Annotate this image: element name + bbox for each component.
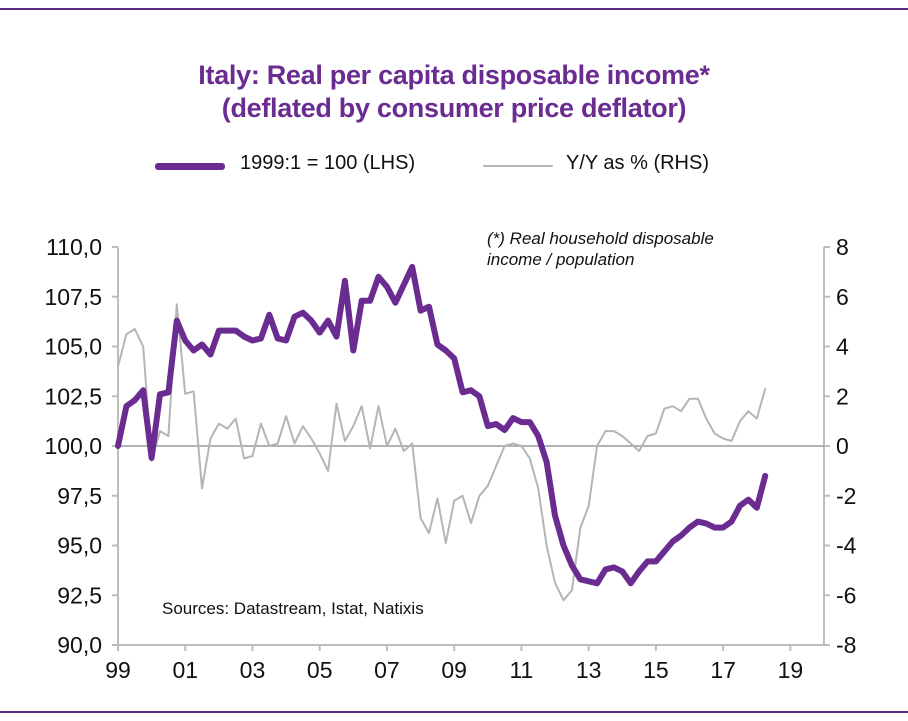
right-tick-label: -6 <box>836 582 856 608</box>
right-tick-label: -8 <box>836 632 856 658</box>
top-rule <box>0 8 908 10</box>
legend: 1999:1 = 100 (LHS) Y/Y as % (RHS) <box>0 150 908 180</box>
left-tick-label: 102,5 <box>44 383 102 409</box>
right-tick-label: -2 <box>836 483 856 509</box>
footnote-line-1: (*) Real household disposable <box>487 229 714 248</box>
chart-footnote: (*) Real household disposable income / p… <box>487 228 714 270</box>
x-tick-label: 19 <box>778 657 804 683</box>
x-tick-label: 17 <box>710 657 736 683</box>
footnote-line-2: income / population <box>487 250 635 269</box>
source-note: Sources: Datastream, Istat, Natixis <box>162 599 424 618</box>
x-tick-label: 99 <box>105 657 131 683</box>
x-tick-label: 09 <box>441 657 467 683</box>
x-tick-label: 01 <box>172 657 198 683</box>
legend-swatch-index <box>155 163 225 170</box>
x-tick-label: 07 <box>374 657 400 683</box>
series-line-index <box>115 263 769 587</box>
legend-label-index: 1999:1 = 100 (LHS) <box>240 152 416 174</box>
right-tick-label: 8 <box>836 234 849 260</box>
left-tick-label: 95,0 <box>57 533 102 559</box>
right-tick-label: 2 <box>836 383 849 409</box>
x-tick-label: 11 <box>509 657 533 683</box>
left-tick-label: 97,5 <box>57 483 102 509</box>
legend-swatch-yoy <box>483 165 553 167</box>
right-tick-label: 4 <box>836 334 849 360</box>
right-tick-label: -4 <box>836 533 857 559</box>
series-line-yoy <box>117 303 767 602</box>
right-tick-label: 6 <box>836 284 849 310</box>
left-tick-label: 100,0 <box>44 433 102 459</box>
chart-subtitle: (deflated by consumer price deflator) <box>221 93 687 123</box>
chart-title: Italy: Real per capita disposable income… <box>198 60 710 90</box>
legend-label-yoy: Y/Y as % (RHS) <box>566 152 709 174</box>
left-tick-label: 107,5 <box>44 284 102 310</box>
right-tick-label: 0 <box>836 433 849 459</box>
left-tick-label: 105,0 <box>44 334 102 360</box>
x-tick-label: 15 <box>643 657 669 683</box>
x-tick-label: 13 <box>576 657 602 683</box>
left-tick-label: 92,5 <box>57 582 102 608</box>
x-tick-label: 05 <box>307 657 333 683</box>
x-tick-label: 03 <box>240 657 266 683</box>
left-tick-label: 110,0 <box>46 234 102 260</box>
bottom-rule <box>0 711 908 713</box>
left-tick-label: 90,0 <box>57 632 102 658</box>
